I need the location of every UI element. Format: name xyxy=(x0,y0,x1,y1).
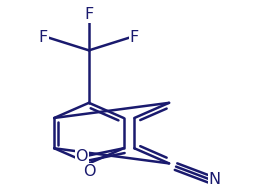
Text: N: N xyxy=(208,172,221,187)
Text: F: F xyxy=(84,7,94,22)
Text: F: F xyxy=(39,30,48,45)
Text: F: F xyxy=(130,30,139,45)
Text: O: O xyxy=(83,164,95,179)
Text: O: O xyxy=(75,149,88,164)
